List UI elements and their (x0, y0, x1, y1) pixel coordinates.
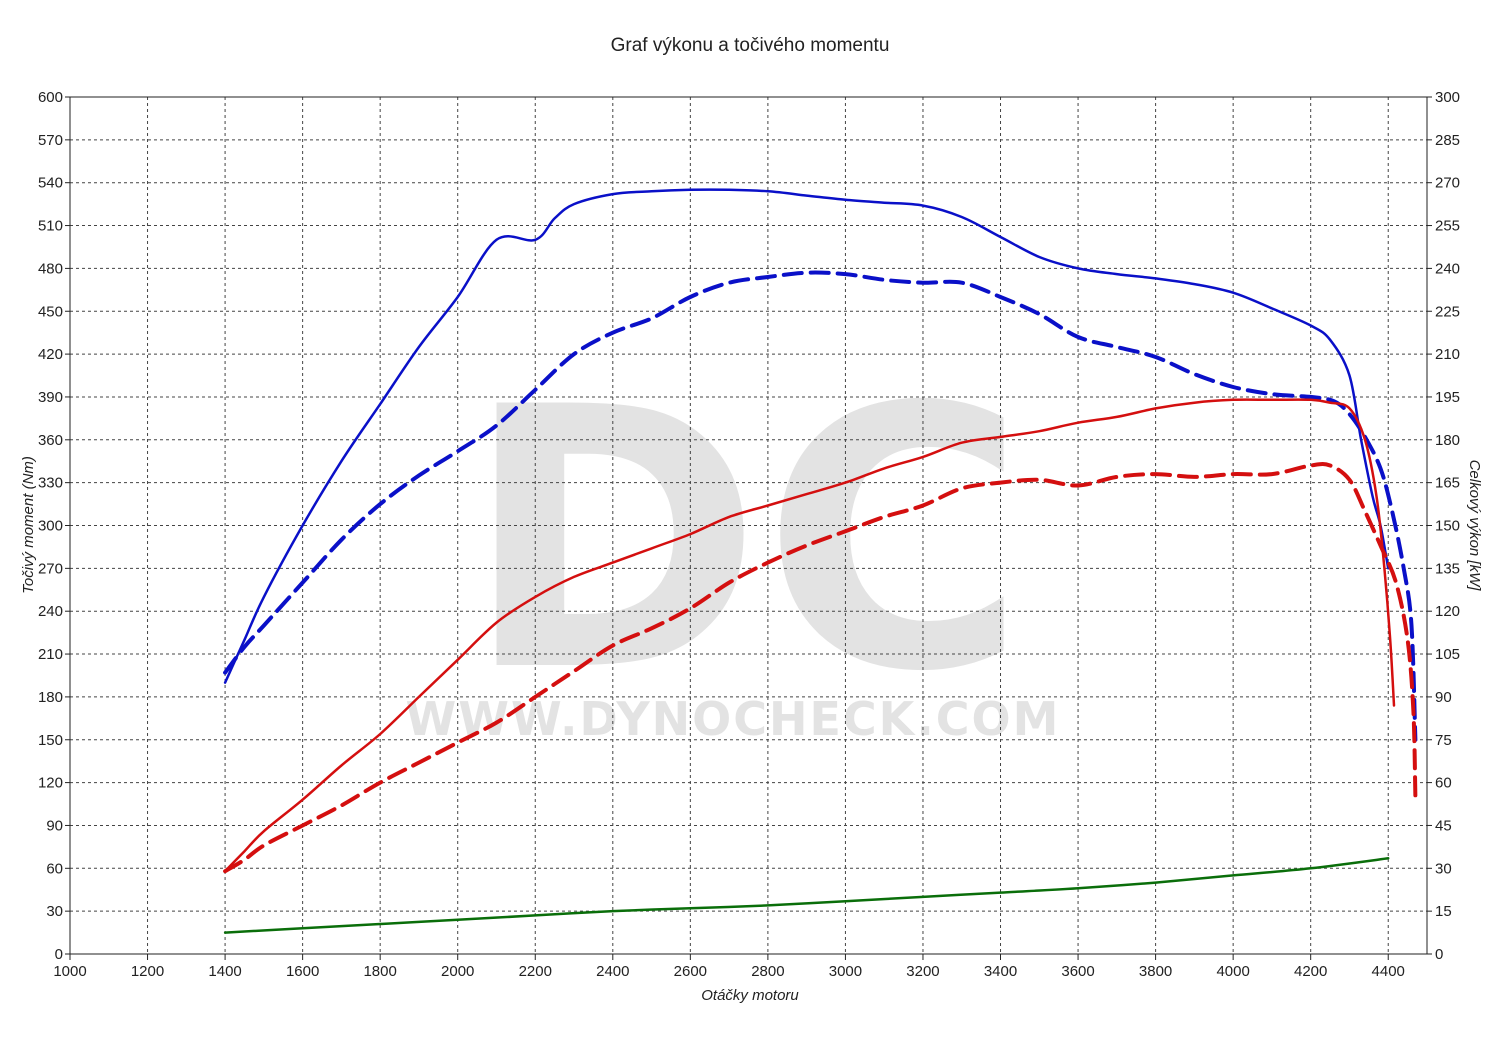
x-axis-label: Otáčky motoru (701, 987, 799, 1004)
y-tick-label-left: 0 (55, 946, 63, 963)
y-tick-label-left: 330 (38, 475, 63, 492)
x-tick-label: 1400 (208, 963, 241, 980)
x-tick-label: 2400 (596, 963, 629, 980)
y-tick-label-right: 150 (1435, 518, 1460, 535)
x-tick-label: 4400 (1372, 963, 1405, 980)
y-tick-label-left: 90 (46, 817, 63, 834)
y-tick-label-right: 255 (1435, 218, 1460, 235)
y-tick-label-right: 60 (1435, 775, 1452, 792)
y-tick-label-right: 180 (1435, 432, 1460, 449)
x-tick-label: 1200 (131, 963, 164, 980)
x-tick-label: 2000 (441, 963, 474, 980)
y-tick-label-left: 30 (46, 903, 63, 920)
y-tick-label-right: 105 (1435, 646, 1460, 663)
y-tick-label-left: 210 (38, 646, 63, 663)
chart-title: Graf výkonu a točivého momentu (611, 35, 890, 56)
watermark-logo: DC (463, 331, 1026, 750)
series-line-5 (223, 857, 1390, 934)
y-tick-label-right: 270 (1435, 175, 1460, 192)
y-tick-label-left: 510 (38, 218, 63, 235)
series-line-2 (223, 270, 1418, 742)
y-tick-label-left: 360 (38, 432, 63, 449)
y-tick-label-left: 300 (38, 518, 63, 535)
x-tick-label: 4000 (1216, 963, 1249, 980)
y-tick-label-left: 150 (38, 732, 63, 749)
y-tick-label-right: 195 (1435, 389, 1460, 406)
x-tick-label: 3400 (984, 963, 1017, 980)
y-tick-label-right: 135 (1435, 560, 1460, 577)
x-tick-label: 3200 (906, 963, 939, 980)
y-tick-label-right: 75 (1435, 732, 1452, 749)
y-tick-label-right: 90 (1435, 689, 1452, 706)
series-line-1 (223, 188, 1390, 684)
plot-frame (69, 96, 1428, 955)
y-tick-label-left: 60 (46, 860, 63, 877)
tick-labels: 1000 1200 1400 1600 1800 2000 2200 2400 2600 2800… (38, 89, 1460, 980)
y-tick-label-left: 120 (38, 775, 63, 792)
x-tick-label: 2600 (674, 963, 707, 980)
y-tick-label-left: 270 (38, 560, 63, 577)
axes (65, 96, 1432, 960)
x-tick-label: 4200 (1294, 963, 1327, 980)
y-tick-label-right: 120 (1435, 603, 1460, 620)
y-axis-label-right: Celkový výkon [kW] (1466, 460, 1483, 592)
x-tick-label: 1800 (363, 963, 396, 980)
series-line-4 (223, 462, 1418, 874)
y-tick-label-right: 300 (1435, 89, 1460, 106)
y-tick-label-left: 480 (38, 260, 63, 277)
y-tick-label-right: 165 (1435, 475, 1460, 492)
y-tick-label-right: 285 (1435, 132, 1460, 149)
y-tick-label-left: 240 (38, 603, 63, 620)
y-tick-label-right: 240 (1435, 260, 1460, 277)
x-tick-label: 3600 (1061, 963, 1094, 980)
y-tick-label-right: 225 (1435, 303, 1460, 320)
y-tick-label-right: 30 (1435, 860, 1452, 877)
y-tick-label-right: 210 (1435, 346, 1460, 363)
y-tick-label-left: 600 (38, 89, 63, 106)
y-tick-label-left: 390 (38, 389, 63, 406)
y-tick-label-left: 540 (38, 175, 63, 192)
x-tick-label: 2200 (519, 963, 552, 980)
x-tick-label: 1000 (53, 963, 86, 980)
y-axis-label-left: Točivý moment (Nm) (20, 456, 37, 594)
watermark: DC WWW.DYNOCHECK.COM (406, 331, 1061, 750)
grid (70, 97, 1427, 954)
x-tick-label: 3800 (1139, 963, 1172, 980)
y-tick-label-right: 45 (1435, 817, 1452, 834)
x-tick-label: 1600 (286, 963, 319, 980)
y-tick-label-left: 420 (38, 346, 63, 363)
y-tick-label-left: 180 (38, 689, 63, 706)
x-tick-label: 2800 (751, 963, 784, 980)
y-tick-label-left: 570 (38, 132, 63, 149)
series-line-3 (223, 398, 1396, 873)
y-tick-label-right: 15 (1435, 903, 1452, 920)
y-tick-label-right: 0 (1435, 946, 1443, 963)
y-tick-label-left: 450 (38, 303, 63, 320)
watermark-url: WWW.DYNOCHECK.COM (406, 692, 1061, 746)
series-lines (223, 188, 1418, 934)
x-tick-label: 3000 (829, 963, 862, 980)
